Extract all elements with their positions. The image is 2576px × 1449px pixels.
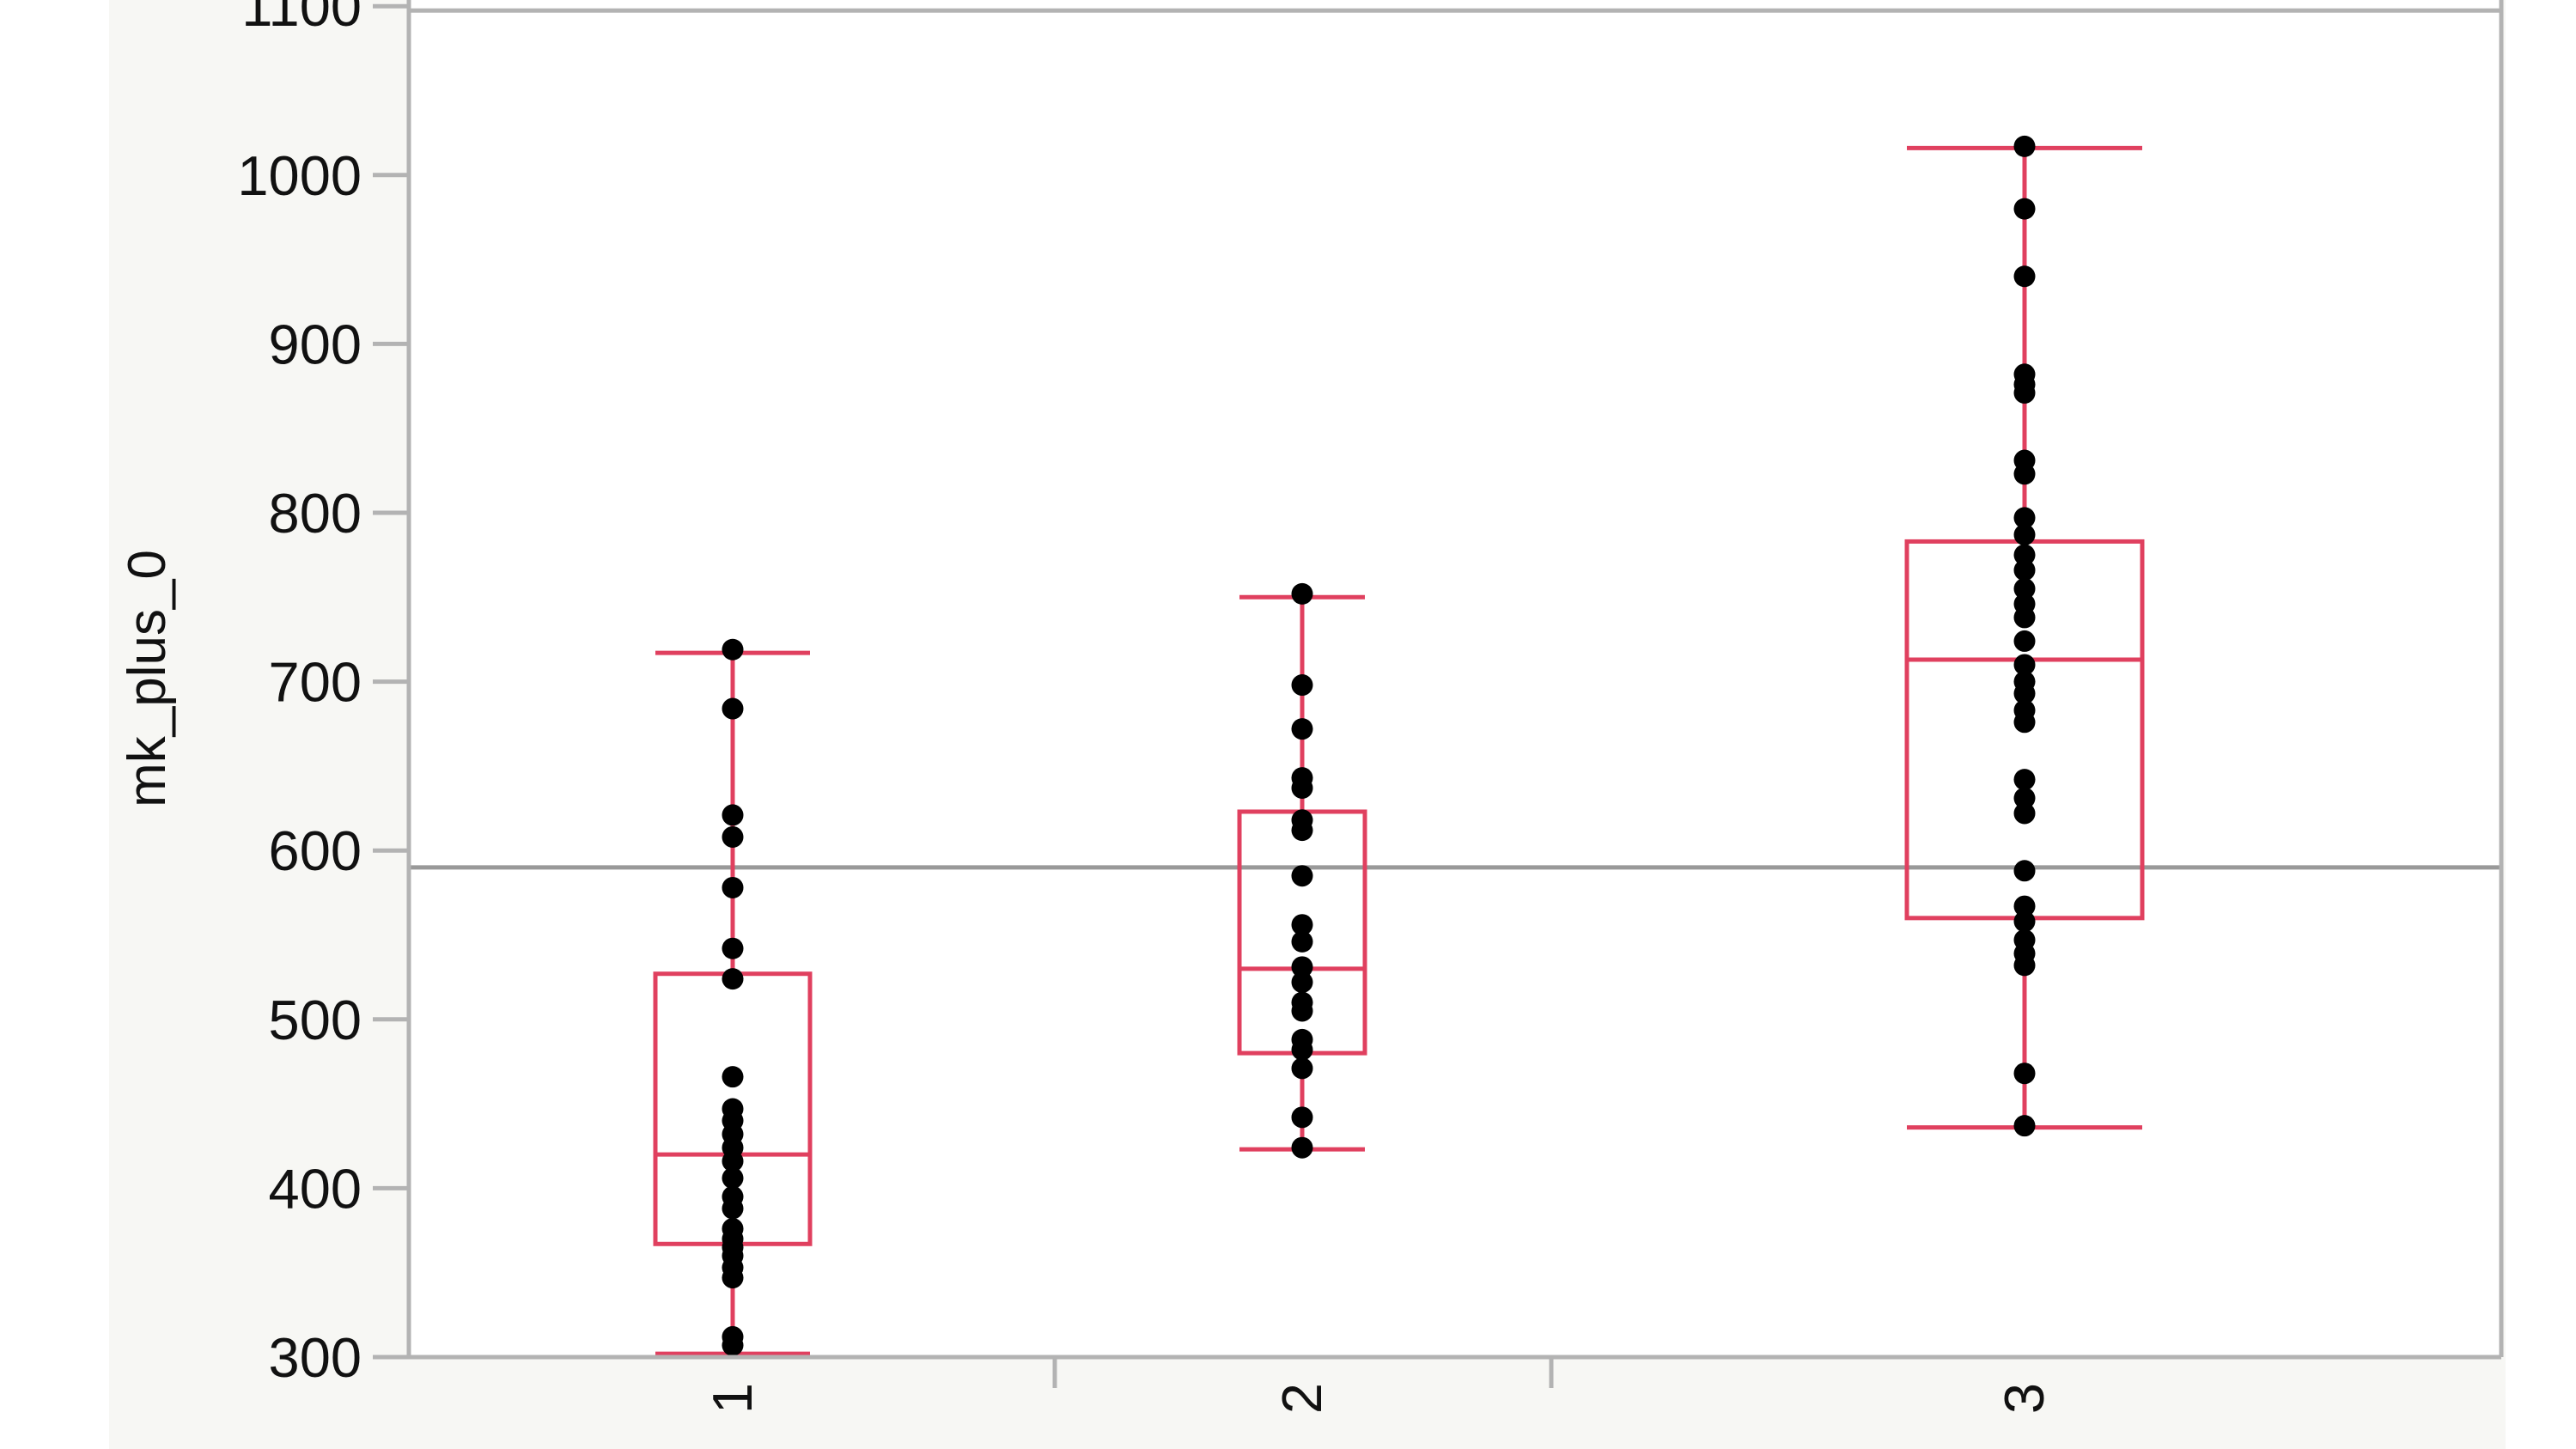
data-point-group-3-15 (2013, 606, 2036, 629)
data-point-group-1-2 (722, 697, 744, 720)
data-point-group-2-2 (1291, 674, 1313, 697)
data-point-group-2-11 (1291, 956, 1313, 978)
data-point-group-3-6 (2013, 381, 2036, 404)
data-point-group-2-3 (1291, 718, 1313, 740)
data-point-group-2-9 (1291, 914, 1313, 936)
data-point-group-1-6 (722, 937, 744, 959)
data-point-group-2-5 (1291, 776, 1313, 799)
y-tick-label-1000: 1000 (237, 144, 362, 207)
y-tick-label-800: 800 (269, 482, 362, 545)
data-point-group-3-2 (2013, 198, 2036, 220)
data-point-group-3-16 (2013, 630, 2036, 652)
data-point-group-3-23 (2013, 787, 2036, 809)
data-point-group-2-7 (1291, 819, 1313, 842)
data-point-group-3-21 (2013, 711, 2036, 734)
data-point-group-1-7 (722, 968, 744, 990)
data-point-group-3-30 (2013, 954, 2036, 977)
data-point-group-1-1 (722, 638, 744, 661)
data-point-group-2-8 (1291, 865, 1313, 887)
data-point-group-3-19 (2013, 682, 2036, 704)
data-point-group-3-24 (2013, 802, 2036, 825)
data-point-group-3-32 (2013, 1115, 2036, 1137)
x-tick-label-1: 1 (701, 1383, 764, 1414)
data-point-group-2-16 (1291, 1038, 1313, 1061)
data-point-group-3-17 (2013, 654, 2036, 676)
data-point-group-2-19 (1291, 1136, 1313, 1159)
y-tick-label-1100: 1100 (241, 0, 362, 38)
data-point-group-1-5 (722, 876, 744, 898)
data-point-group-3-8 (2013, 463, 2036, 485)
data-point-group-1-13 (722, 1150, 744, 1172)
data-point-group-3-12 (2013, 559, 2036, 581)
data-point-group-1-4 (722, 825, 744, 848)
data-point-group-3-3 (2013, 265, 2036, 288)
data-point-group-2-10 (1291, 930, 1313, 953)
data-point-group-3-31 (2013, 1062, 2036, 1085)
data-point-group-3-26 (2013, 895, 2036, 917)
x-tick-label-2: 2 (1270, 1383, 1333, 1414)
data-point-group-3-1 (2013, 135, 2036, 157)
data-point-group-3-25 (2013, 860, 2036, 882)
y-tick-label-300: 300 (269, 1326, 362, 1389)
x-tick-label-3: 3 (1993, 1383, 2055, 1414)
data-point-group-1-14 (722, 1167, 744, 1190)
data-point-group-3-10 (2013, 524, 2036, 546)
y-tick-label-400: 400 (269, 1157, 362, 1220)
data-point-group-2-14 (1291, 1000, 1313, 1022)
data-point-group-3-13 (2013, 577, 2036, 600)
data-point-group-3-11 (2013, 544, 2036, 566)
data-point-group-1-16 (722, 1197, 744, 1220)
data-point-group-1-22 (722, 1267, 744, 1289)
y-tick-label-500: 500 (269, 989, 362, 1051)
data-point-group-1-24 (722, 1334, 744, 1356)
y-tick-label-900: 900 (269, 313, 362, 375)
plot-area (409, 0, 2501, 1357)
y-tick-label-700: 700 (269, 651, 362, 714)
data-point-group-2-1 (1291, 582, 1313, 605)
y-tick-label-600: 600 (269, 819, 362, 882)
data-point-group-1-3 (722, 804, 744, 826)
data-point-group-2-12 (1291, 971, 1313, 994)
data-point-group-3-27 (2013, 910, 2036, 933)
y-axis-title: mk_plus_0 (118, 550, 177, 807)
data-point-group-1-8 (722, 1066, 744, 1088)
data-point-group-3-22 (2013, 769, 2036, 791)
data-point-group-2-17 (1291, 1057, 1313, 1080)
data-point-group-3-9 (2013, 507, 2036, 529)
data-point-group-2-18 (1291, 1106, 1313, 1129)
